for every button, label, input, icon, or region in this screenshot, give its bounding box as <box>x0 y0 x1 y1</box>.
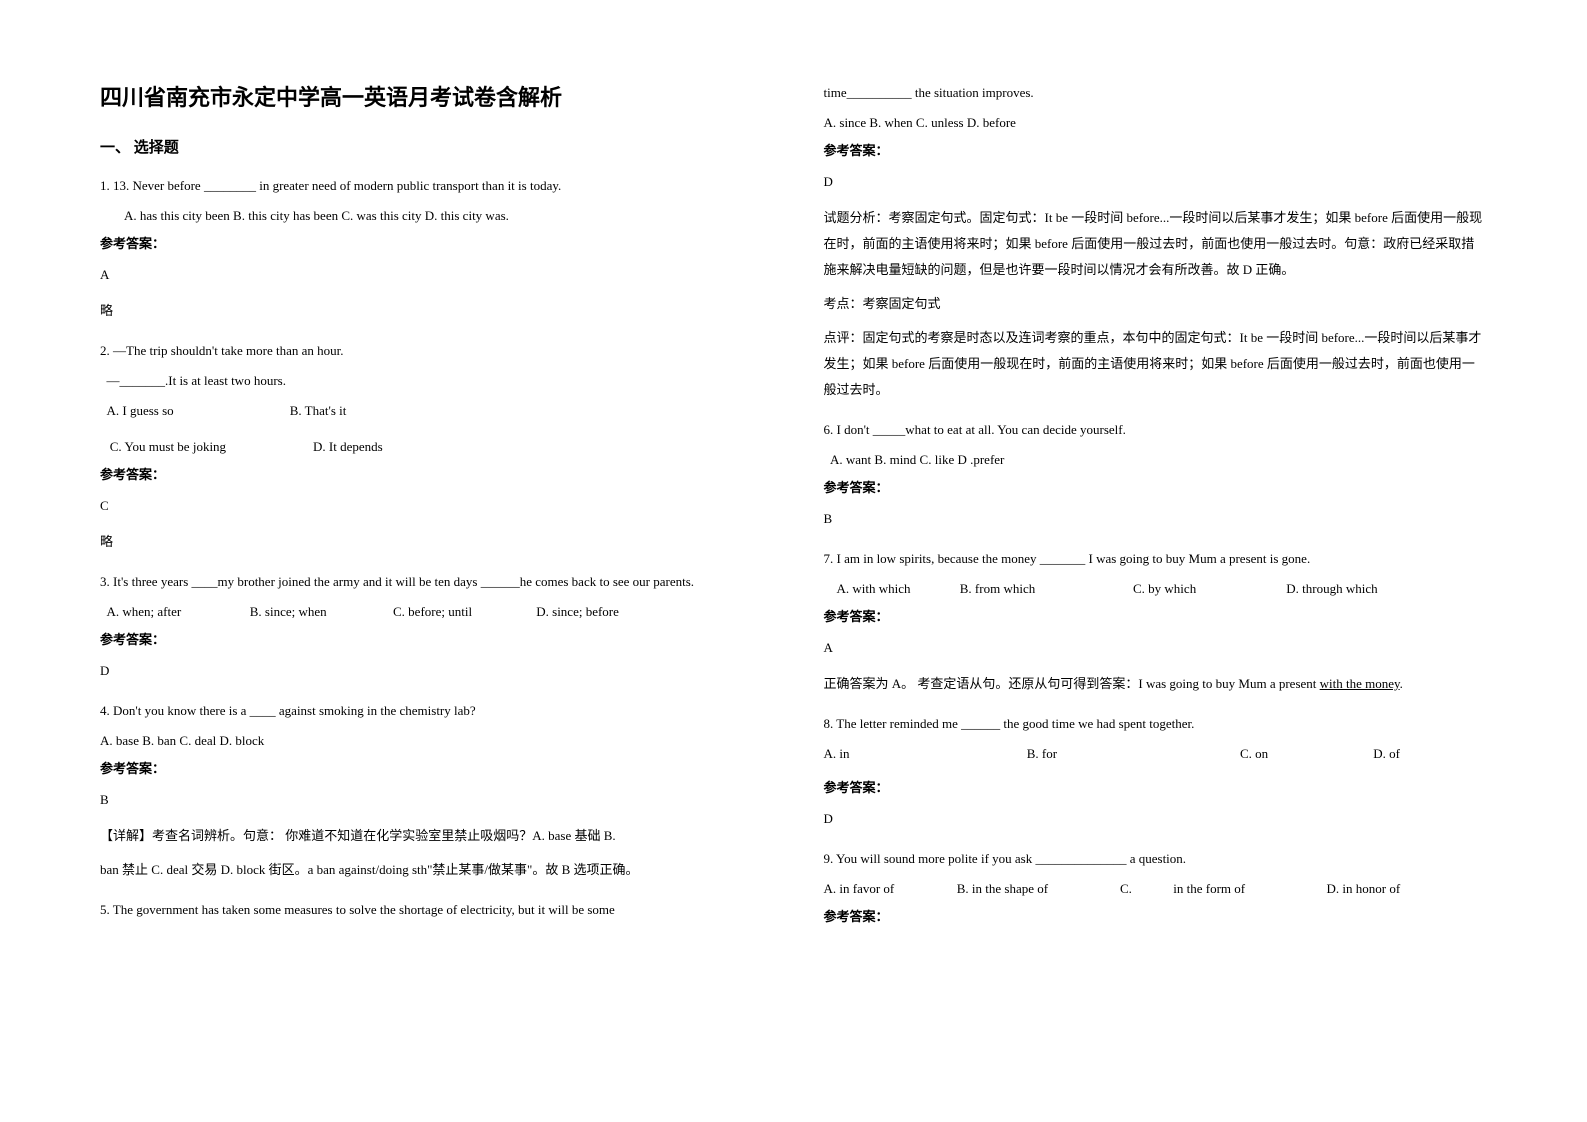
option-b: B. for <box>1027 741 1237 767</box>
option-a: A. when; after <box>107 599 247 625</box>
question-options: A. want B. mind C. like D .prefer <box>824 447 1488 473</box>
explanation-1: 试题分析：考察固定句式。固定句式：It be 一段时间 before...一段时… <box>824 205 1488 283</box>
options-text: A. want B. mind C. like D .prefer <box>830 452 1004 467</box>
answer-label: 参考答案： <box>824 140 1488 159</box>
question-options-row1: A. I guess so B. That's it <box>100 398 764 424</box>
answer-value: A <box>824 635 1488 661</box>
question-options: A. base B. ban C. deal D. block <box>100 728 764 754</box>
option-c: C. You must be joking <box>110 434 310 460</box>
option-a: A. in favor of <box>824 876 954 902</box>
option-d: D. It depends <box>313 439 383 454</box>
explanation-2: 考点：考察固定句式 <box>824 291 1488 317</box>
option-d: D. of <box>1373 746 1400 761</box>
option-c: C. on <box>1240 741 1370 767</box>
question-options: A. in B. for C. on D. of <box>824 741 1488 767</box>
option-a: A. in <box>824 741 1024 767</box>
answer-value: D <box>824 169 1488 195</box>
dialogue-line: —_______.It is at least two hours. <box>107 373 286 388</box>
explanation: 正确答案为 A。 考查定语从句。还原从句可得到答案：I was going to… <box>824 671 1488 697</box>
answer-label: 参考答案： <box>100 629 764 648</box>
exp-post: . <box>1400 676 1403 691</box>
answer-value: A <box>100 262 764 288</box>
answer-label: 参考答案： <box>824 477 1488 496</box>
answer-label: 参考答案： <box>100 464 764 483</box>
exam-document: 四川省南充市永定中学高一英语月考试卷含解析 一、 选择题 1. 13. Neve… <box>100 80 1487 939</box>
answer-value: D <box>824 806 1488 832</box>
answer-label: 参考答案： <box>100 233 764 252</box>
question-options: A. when; after B. since; when C. before;… <box>100 599 764 625</box>
option-c: C. before; until <box>393 599 533 625</box>
question-options-row2: C. You must be joking D. It depends <box>100 434 764 460</box>
option-c: in the form of <box>1173 876 1323 902</box>
answer-value: C <box>100 493 764 519</box>
answer-value: B <box>100 787 764 813</box>
explanation-line1: 【详解】考查名词辨析。句意： 你难道不知道在化学实验室里禁止吸烟吗？A. bas… <box>100 823 764 849</box>
question-text: 9. You will sound more polite if you ask… <box>824 846 1488 872</box>
answer-label: 参考答案： <box>100 758 764 777</box>
option-d: D. in honor of <box>1327 881 1401 896</box>
question-options: A. with which B. from which C. by which … <box>824 576 1488 602</box>
exp-underline: with the money <box>1320 676 1400 691</box>
question-6: 6. I don't _____what to eat at all. You … <box>824 417 1488 532</box>
question-text: 3. It's three years ____my brother joine… <box>100 569 764 595</box>
option-a: A. I guess so <box>107 398 287 424</box>
question-text: 7. I am in low spirits, because the mone… <box>824 546 1488 572</box>
question-5-part2: time__________ the situation improves. A… <box>824 80 1488 403</box>
question-text-cont: time__________ the situation improves. <box>824 80 1488 106</box>
option-d: D. since; before <box>536 604 619 619</box>
option-b: B. in the shape of <box>957 876 1117 902</box>
option-c-prefix: C. <box>1120 876 1170 902</box>
option-b: B. That's it <box>290 403 347 418</box>
option-a: A. with which <box>837 576 957 602</box>
question-7: 7. I am in low spirits, because the mone… <box>824 546 1488 697</box>
option-b: B. from which <box>960 576 1130 602</box>
question-3: 3. It's three years ____my brother joine… <box>100 569 764 684</box>
question-4: 4. Don't you know there is a ____ agains… <box>100 698 764 883</box>
answer-abbr: 略 <box>100 298 764 324</box>
left-column: 四川省南充市永定中学高一英语月考试卷含解析 一、 选择题 1. 13. Neve… <box>100 80 764 939</box>
option-b: B. since; when <box>250 599 390 625</box>
question-text-line2: —_______.It is at least two hours. <box>100 368 764 394</box>
answer-label: 参考答案： <box>824 606 1488 625</box>
question-5-part1: 5. The government has taken some measure… <box>100 897 764 923</box>
right-column: time__________ the situation improves. A… <box>824 80 1488 939</box>
document-title: 四川省南充市永定中学高一英语月考试卷含解析 <box>100 80 764 112</box>
question-2: 2. —The trip shouldn't take more than an… <box>100 338 764 555</box>
section-heading: 一、 选择题 <box>100 136 764 157</box>
option-c: C. by which <box>1133 576 1283 602</box>
question-options: A. in favor of B. in the shape of C. in … <box>824 876 1488 902</box>
question-options: A. since B. when C. unless D. before <box>824 110 1488 136</box>
question-8: 8. The letter reminded me ______ the goo… <box>824 711 1488 832</box>
option-d: D. through which <box>1286 581 1377 596</box>
question-text: 8. The letter reminded me ______ the goo… <box>824 711 1488 737</box>
exp-pre: 正确答案为 A。 考查定语从句。还原从句可得到答案：I was going to… <box>824 676 1320 691</box>
question-text: 6. I don't _____what to eat at all. You … <box>824 417 1488 443</box>
question-text: 2. —The trip shouldn't take more than an… <box>100 338 764 364</box>
answer-value: D <box>100 658 764 684</box>
question-text: 1. 13. Never before ________ in greater … <box>100 173 764 199</box>
question-text: 5. The government has taken some measure… <box>100 897 764 923</box>
question-1: 1. 13. Never before ________ in greater … <box>100 173 764 324</box>
answer-label: 参考答案： <box>824 906 1488 925</box>
question-text: 4. Don't you know there is a ____ agains… <box>100 698 764 724</box>
question-9: 9. You will sound more polite if you ask… <box>824 846 1488 925</box>
answer-abbr: 略 <box>100 529 764 555</box>
explanation-3: 点评：固定句式的考察是时态以及连词考察的重点，本句中的固定句式：It be 一段… <box>824 325 1488 403</box>
answer-value: B <box>824 506 1488 532</box>
question-options: A. has this city been B. this city has b… <box>100 203 764 229</box>
answer-label: 参考答案： <box>824 777 1488 796</box>
explanation-line2: ban 禁止 C. deal 交易 D. block 街区。a ban agai… <box>100 857 764 883</box>
